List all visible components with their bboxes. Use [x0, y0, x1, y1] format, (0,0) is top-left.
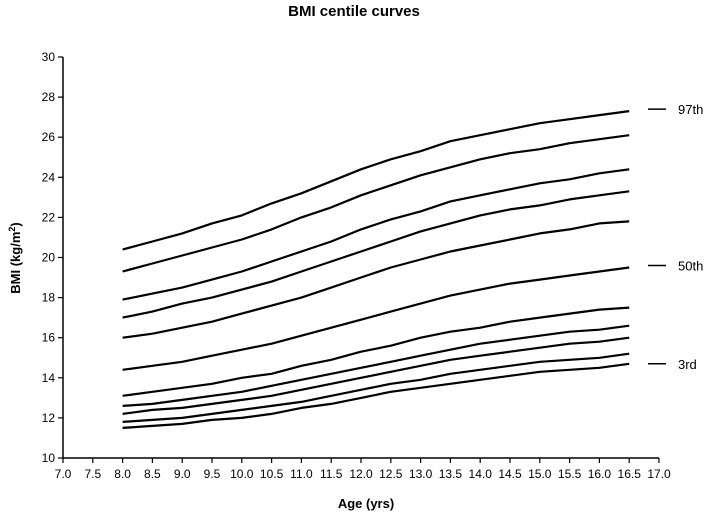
y-tick-label: 20 — [42, 251, 56, 265]
y-tick-label: 24 — [42, 170, 56, 184]
centile-curve-3 — [122, 168, 630, 301]
centile-curve-1 — [122, 110, 630, 251]
centile-curve-8 — [122, 324, 630, 407]
x-tick-label: 17.0 — [647, 467, 671, 481]
centile-curve-10 — [122, 352, 630, 423]
x-tick-label: 11.0 — [290, 467, 313, 481]
x-tick-label: 10.0 — [230, 467, 254, 481]
x-tick-label: 10.5 — [260, 467, 284, 481]
x-tick-label: 15.5 — [558, 467, 582, 481]
x-tick-label: 7.0 — [55, 467, 72, 481]
x-tick-label: 13.5 — [439, 467, 463, 481]
annotation-label: 50th — [678, 259, 703, 274]
x-tick-label: 14.5 — [498, 467, 522, 481]
x-tick-label: 9.0 — [174, 467, 191, 481]
y-tick-label: 18 — [42, 291, 56, 305]
x-tick-label: 12.5 — [379, 467, 403, 481]
x-tick-label: 15.0 — [528, 467, 552, 481]
x-tick-label: 14.0 — [469, 467, 493, 481]
x-tick-label: 16.5 — [618, 467, 642, 481]
x-tick-label: 8.5 — [144, 467, 161, 481]
centile-curves — [122, 110, 630, 429]
y-axis-title-sup: 2 — [7, 227, 17, 232]
axes: 10 12 14 16 18 20 22 24 26 28 30 7.0 7.5 8.0 8.5 9.0 9.5… — [42, 50, 671, 481]
y-tick-label: 22 — [42, 210, 56, 224]
chart-title: BMI centile curves — [288, 3, 420, 20]
x-tick-label: 11.5 — [320, 467, 343, 481]
x-tick-label: 16.0 — [588, 467, 612, 481]
centile-curve-6 — [122, 266, 630, 371]
y-tick-label: 16 — [42, 331, 56, 345]
y-tick-label: 14 — [42, 371, 56, 385]
x-axis-title: Age (yrs) — [338, 496, 394, 511]
y-tick-label: 12 — [42, 411, 56, 425]
centile-curve-4 — [122, 190, 630, 319]
centile-annotations: 97th 50th 3rd — [648, 102, 703, 372]
centile-curve-11 — [122, 362, 630, 429]
x-tick-label: 8.0 — [114, 467, 131, 481]
y-tick-label: 26 — [42, 130, 56, 144]
centile-curve-9 — [122, 336, 630, 415]
y-tick-label: 10 — [42, 451, 56, 465]
x-tick-label: 7.5 — [84, 467, 101, 481]
annotation-label: 3rd — [678, 357, 697, 372]
annotation-label: 97th — [678, 102, 703, 117]
y-tick-label: 30 — [42, 50, 56, 64]
centile-curve-2 — [122, 134, 630, 273]
centile-curve-7 — [122, 306, 630, 397]
y-axis-title-main: BMI (kg/m — [8, 232, 23, 294]
centile-curve-5 — [122, 220, 630, 339]
y-axis-title-end: ) — [8, 222, 23, 226]
x-tick-label: 12.0 — [349, 467, 373, 481]
y-axis-title: BMI (kg/m2) — [7, 222, 23, 293]
x-tick-label: 13.0 — [409, 467, 433, 481]
x-tick-label: 9.5 — [204, 467, 221, 481]
y-tick-label: 28 — [42, 90, 56, 104]
